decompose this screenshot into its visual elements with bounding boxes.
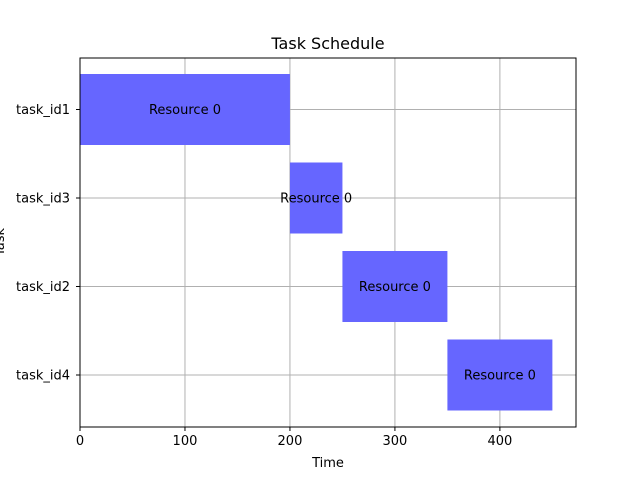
y-tick-label: task_id4 xyxy=(16,369,70,384)
y-tick-label: task_id1 xyxy=(16,103,70,118)
task-bar xyxy=(80,74,290,145)
y-axis-ticks: task_id1 task_id3 task_id2 task_id4 xyxy=(16,103,80,384)
bar-resource-label: Resource 0 xyxy=(464,369,536,384)
plot-frame xyxy=(79,57,577,428)
task-bar xyxy=(447,339,553,411)
y-tick-label: task_id2 xyxy=(16,280,70,295)
x-axis-label: Time xyxy=(311,456,344,471)
bar-resource-label: Resource 0 xyxy=(359,280,431,295)
bar-resource-label: Resource 0 xyxy=(149,103,221,118)
x-axis-ticks: 0 100 200 300 400 xyxy=(76,427,512,449)
x-tick-label: 400 xyxy=(487,434,512,449)
bar-resource-label: Resource 0 xyxy=(280,192,352,207)
x-tick-label: 100 xyxy=(173,434,198,449)
task-bar xyxy=(289,162,343,234)
x-tick-label: 0 xyxy=(76,434,84,449)
x-tick-label: 200 xyxy=(278,434,303,449)
bar-labels: Resource 0 Resource 0 Resource 0 Resource 0 xyxy=(149,103,536,384)
y-tick-label: task_id3 xyxy=(16,192,70,207)
task-bars xyxy=(80,74,553,411)
task-bar xyxy=(342,251,448,322)
x-tick-label: 300 xyxy=(383,434,408,449)
chart-title: Task Schedule xyxy=(270,34,384,53)
y-axis-label: Task xyxy=(0,228,8,258)
